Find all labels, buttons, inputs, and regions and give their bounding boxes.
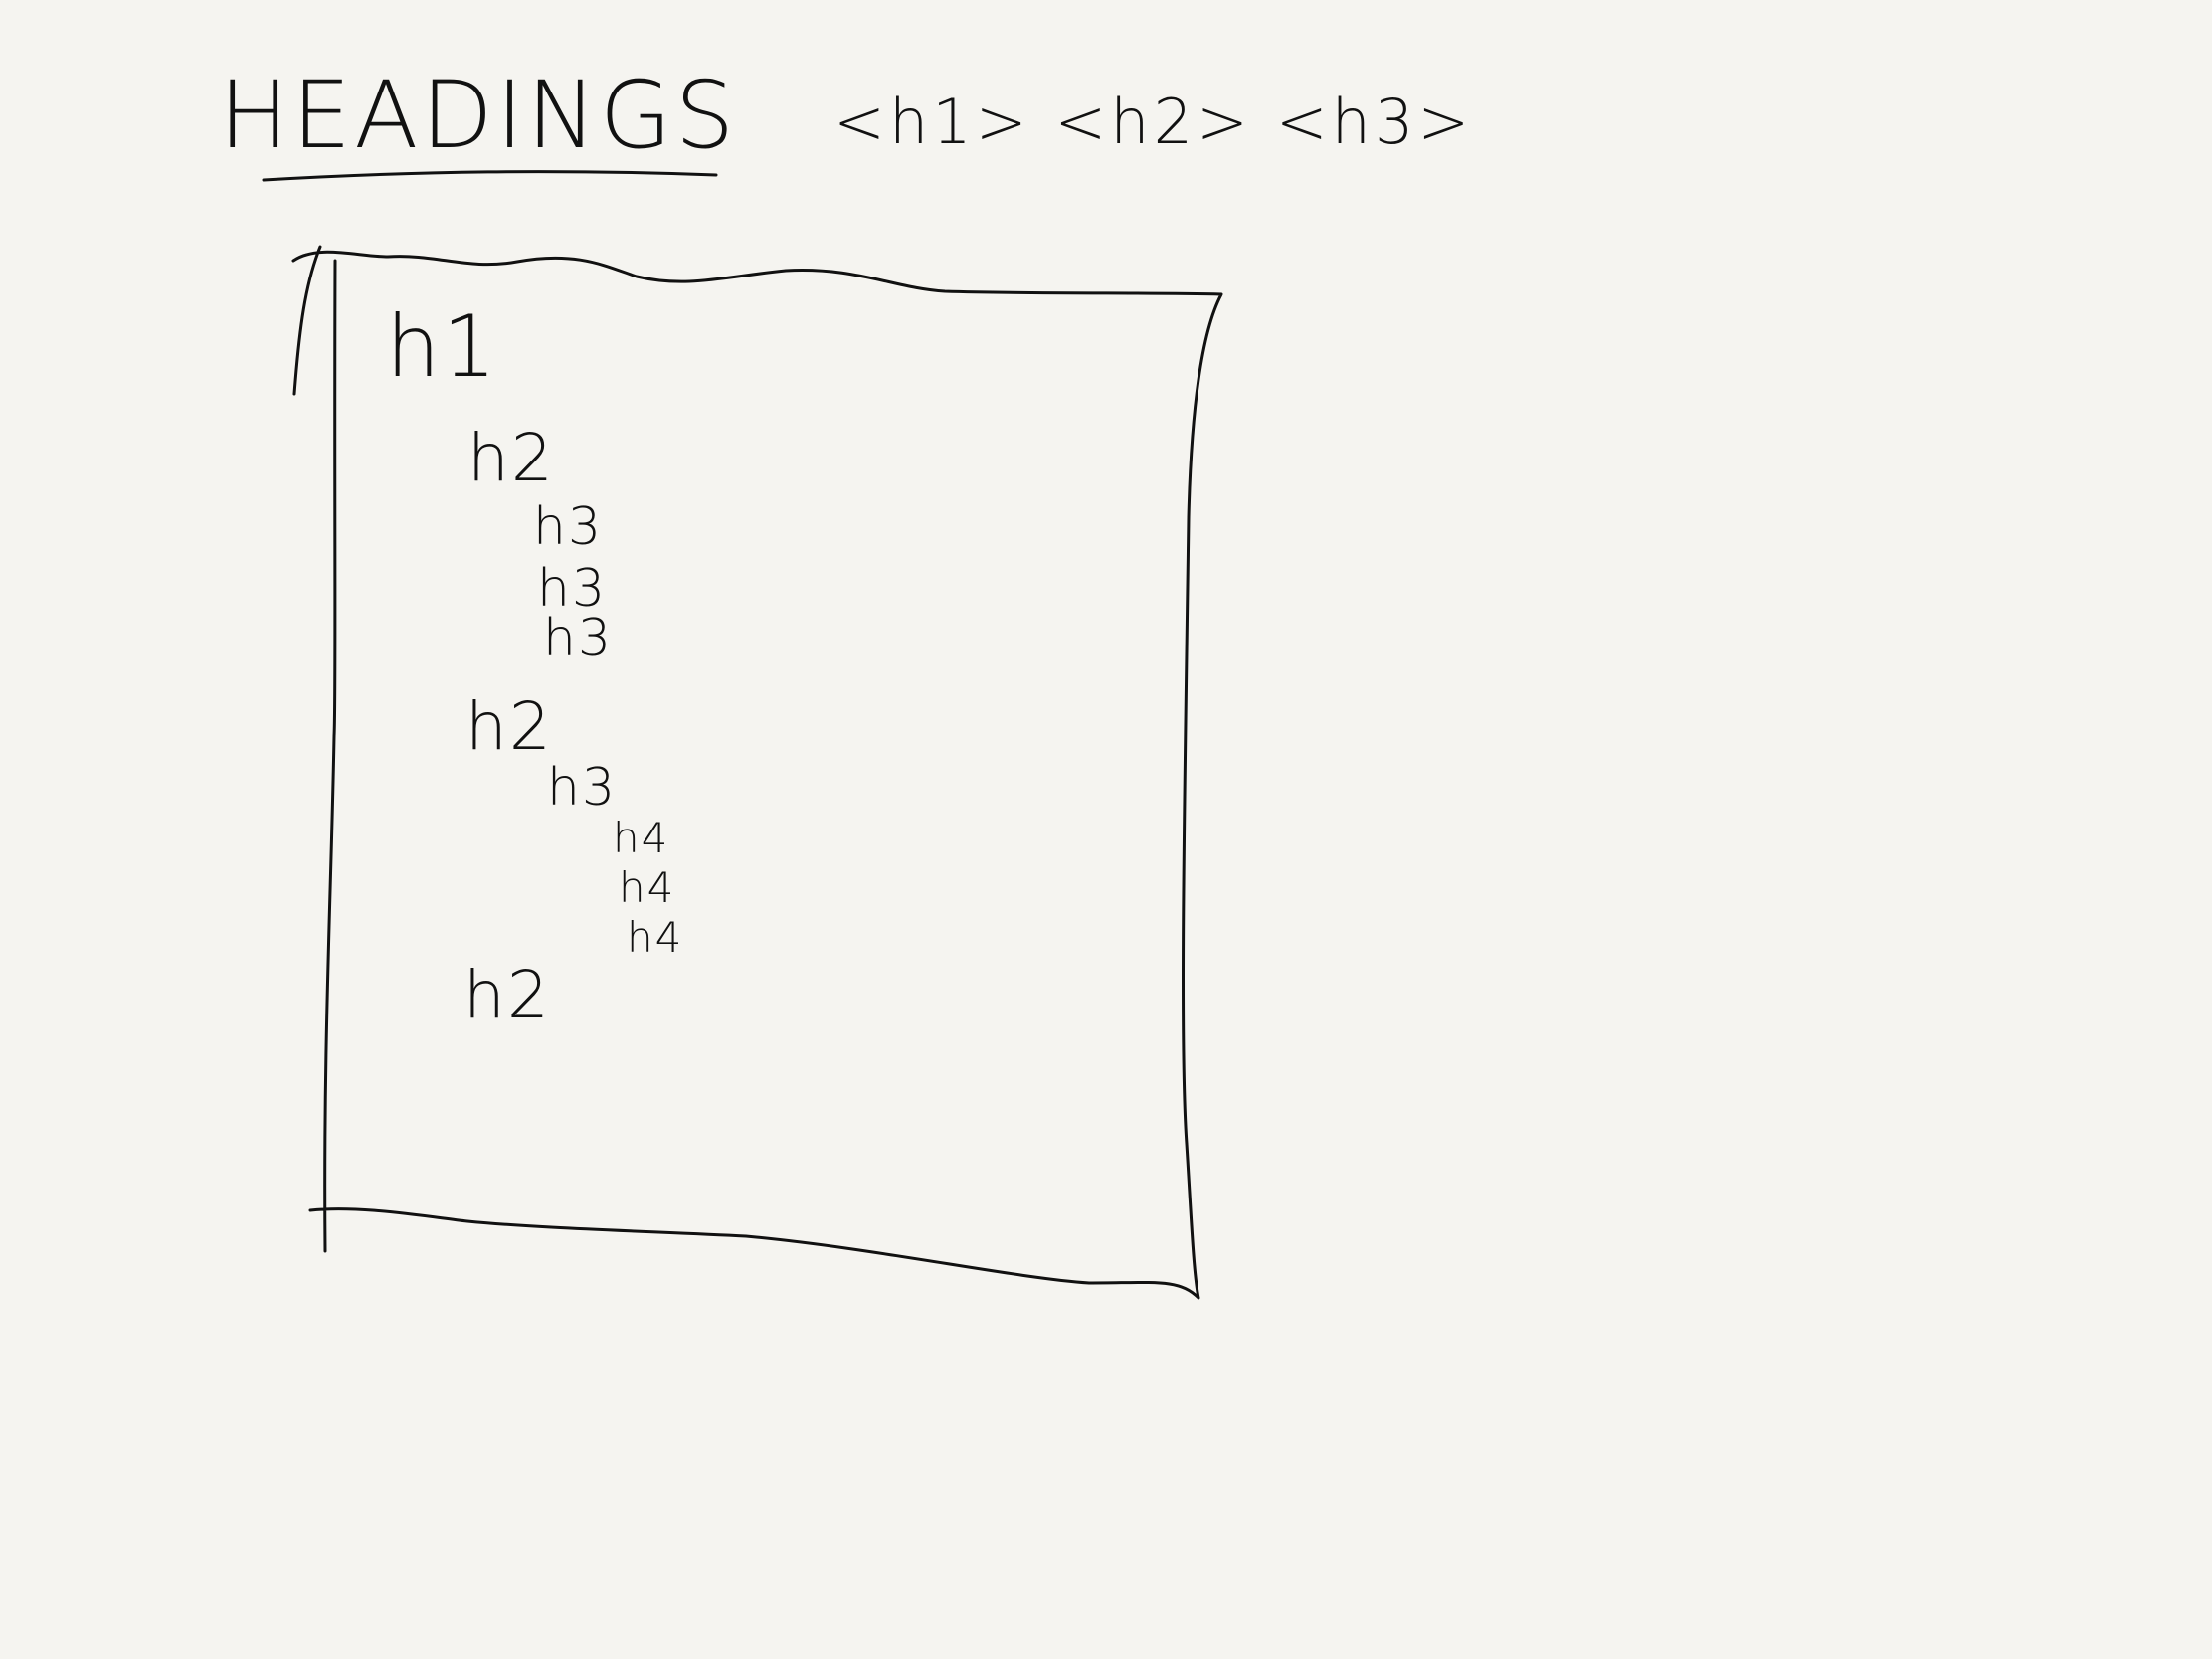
page-title: HEADINGS [219,62,738,170]
page-frame [291,245,1223,1300]
title-underline [262,170,718,182]
tag-list: <h1> <h2> <h3> [833,86,1474,158]
